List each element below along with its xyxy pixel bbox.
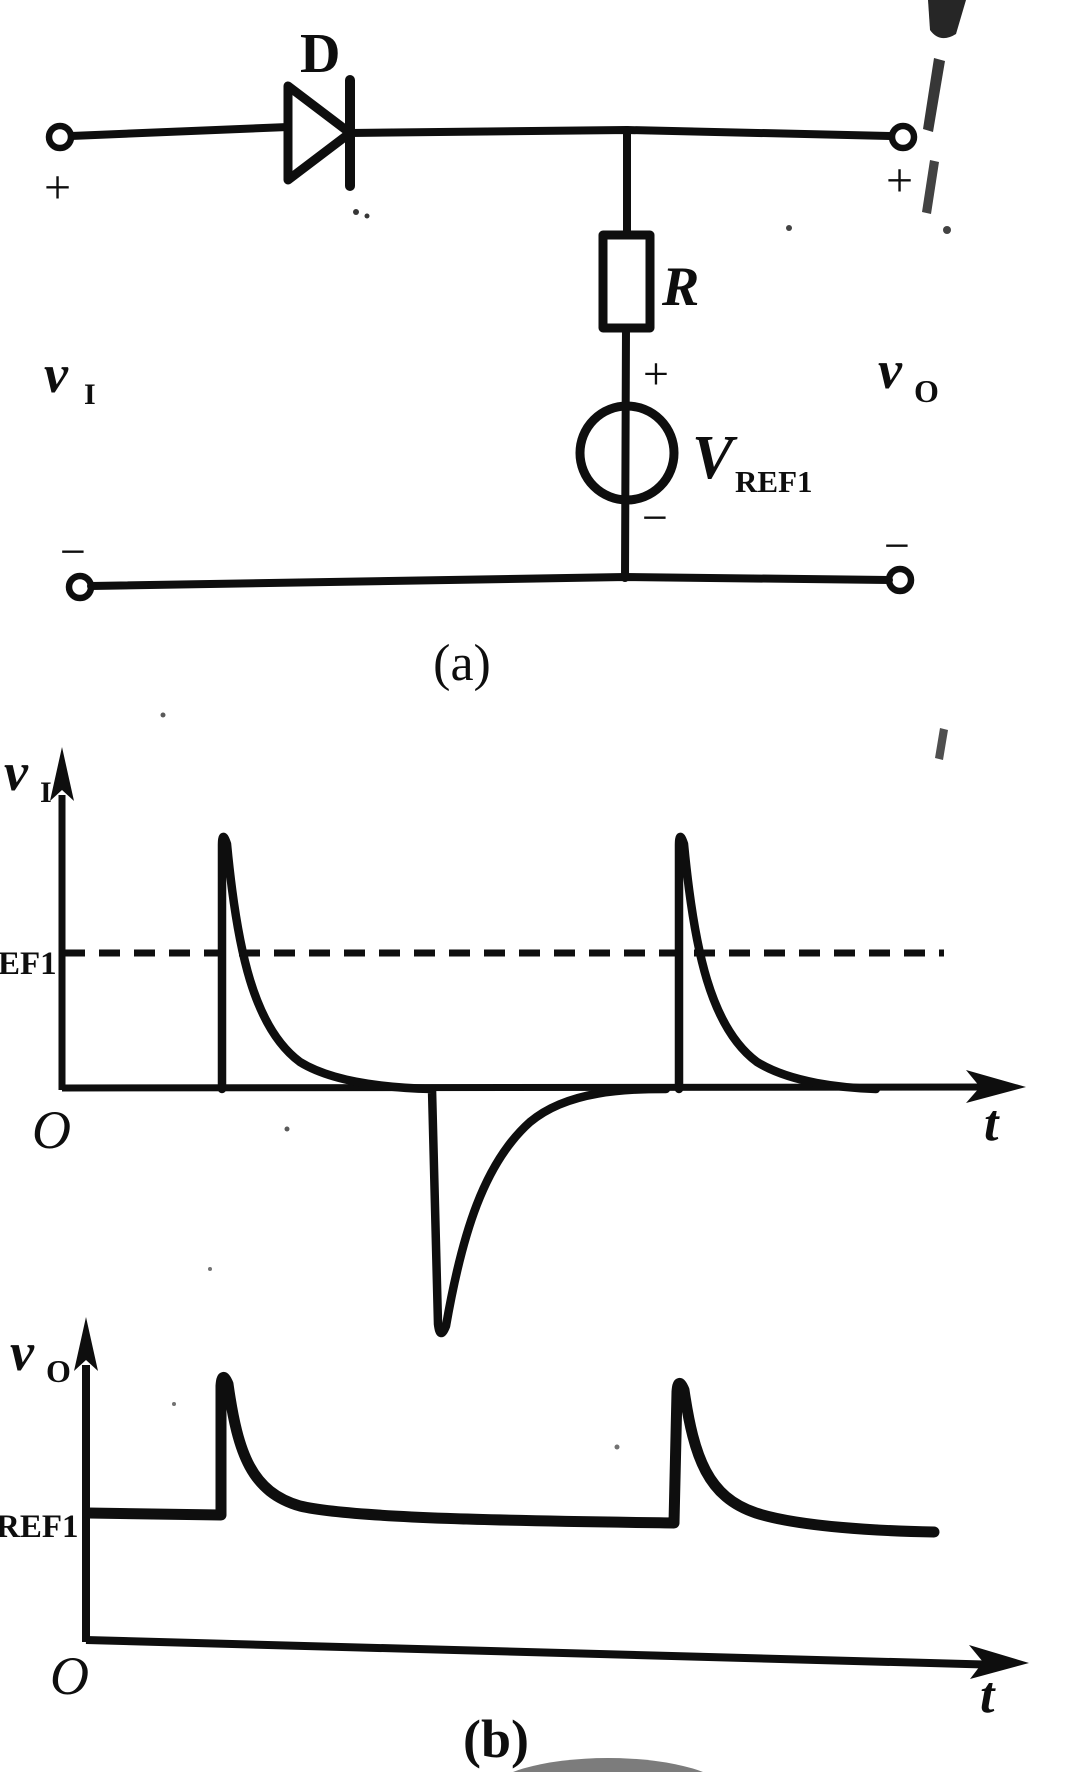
- caption-b: (b): [463, 1709, 529, 1769]
- scan-smudge-corner: [928, 0, 966, 39]
- wire-bottom: [87, 573, 893, 590]
- scan-smudge-streak: [922, 160, 939, 214]
- vi-y-axis-arrow: [50, 747, 74, 801]
- resistor-symbol: [598, 230, 655, 333]
- vo-x-axis: [85, 1636, 1003, 1669]
- vref-source-subscript: REF1: [735, 464, 813, 499]
- output-voltage-label: v: [878, 340, 903, 400]
- output-voltage-subscript: O: [914, 373, 939, 409]
- minus-sign-output: −: [884, 520, 910, 571]
- circuit-diagram: [45, 75, 918, 602]
- vo-origin-label: O: [50, 1646, 89, 1706]
- input-voltage-label: v: [44, 344, 69, 404]
- scan-speck: [364, 213, 370, 219]
- vi-ref-level-label: EF1: [0, 946, 57, 982]
- input-terminal-top: [45, 122, 75, 152]
- vi-waveform-trace: [217, 832, 881, 1338]
- scan-smudge-streak: [935, 728, 948, 760]
- scan-speck: [786, 225, 792, 231]
- voltage-source-symbol: [575, 401, 679, 505]
- scan-speck: [943, 226, 951, 234]
- scan-speck: [353, 209, 359, 215]
- output-terminal-top: [888, 122, 918, 152]
- vi-origin-label: O: [32, 1100, 71, 1160]
- plus-sign-input: +: [44, 161, 71, 214]
- vi-axis-label: v: [4, 742, 29, 802]
- resistor-label: R: [661, 256, 699, 318]
- scan-artifacts: [160, 0, 966, 1772]
- wire-top-right: [346, 126, 896, 140]
- diode-label: D: [300, 23, 340, 85]
- wire-branch-lower: [621, 324, 630, 582]
- vi-axis-subscript: I: [40, 776, 52, 809]
- vo-time-label: t: [980, 1667, 996, 1724]
- scan-speck: [172, 1402, 176, 1406]
- vo-axis-label: v: [10, 1322, 35, 1382]
- vo-axis-subscript: O: [46, 1353, 71, 1389]
- scan-shadow-blob: [513, 1758, 703, 1772]
- wire-top-left: [67, 123, 292, 140]
- minus-sign-source: −: [642, 492, 668, 543]
- plus-sign-source: +: [643, 348, 669, 399]
- scan-speck: [284, 1126, 290, 1132]
- diode-symbol: [283, 81, 355, 185]
- scan-smudge-streak: [923, 58, 945, 132]
- input-voltage-subscript: I: [84, 378, 96, 411]
- vo-waveform-trace: [82, 1372, 940, 1538]
- vo-y-axis-arrow: [74, 1317, 98, 1371]
- vi-x-axis-arrow: [966, 1070, 1026, 1103]
- caption-a: (a): [433, 635, 491, 692]
- vi-time-label: t: [984, 1095, 1000, 1152]
- scan-speck: [208, 1267, 212, 1271]
- vref-source-label: V: [692, 424, 738, 492]
- output-waveform-plot: [74, 1317, 1029, 1679]
- scan-speck: [160, 712, 166, 718]
- plus-sign-output: +: [886, 154, 913, 207]
- scan-speck: [614, 1444, 620, 1450]
- input-waveform-plot: [50, 747, 1026, 1338]
- minus-sign-input: −: [60, 526, 86, 577]
- vo-x-axis-arrow: [969, 1645, 1029, 1679]
- vo-ref-level-label: REF1: [0, 1509, 79, 1545]
